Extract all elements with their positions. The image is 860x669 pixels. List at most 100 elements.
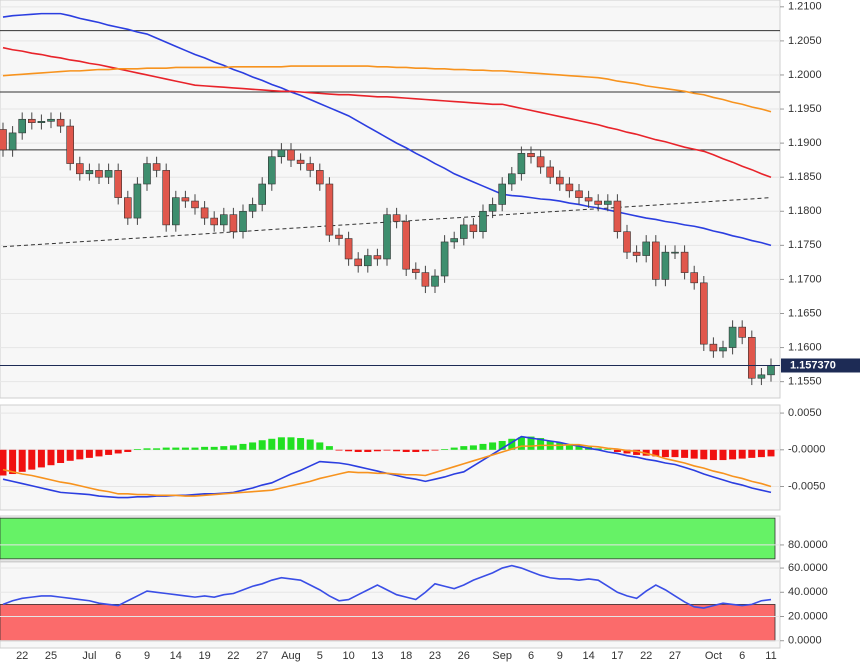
y-tick-label: 60.0000 bbox=[788, 562, 828, 574]
histogram-bar bbox=[479, 443, 487, 450]
histogram-bar bbox=[613, 449, 621, 452]
histogram-bar bbox=[565, 443, 573, 450]
x-tick-label: 26 bbox=[458, 650, 470, 662]
histogram-bar bbox=[661, 449, 669, 458]
histogram-bar bbox=[719, 449, 727, 461]
candle-body bbox=[296, 159, 305, 164]
histogram-bar bbox=[729, 449, 737, 460]
histogram-bar bbox=[316, 442, 324, 450]
candle-body bbox=[392, 214, 401, 222]
candle-body bbox=[632, 251, 641, 256]
candle-body bbox=[469, 224, 478, 233]
histogram-bar bbox=[508, 438, 516, 450]
histogram-bar bbox=[402, 449, 410, 452]
candle-body bbox=[152, 163, 161, 171]
x-tick-label: 13 bbox=[371, 650, 383, 662]
candle-body bbox=[440, 241, 449, 277]
y-tick-label: 1.1900 bbox=[788, 137, 822, 149]
candle-body bbox=[565, 183, 574, 192]
candle-body bbox=[507, 173, 516, 185]
histogram-bar bbox=[767, 449, 775, 457]
histogram-bar bbox=[153, 448, 161, 450]
x-tick-label: Jul bbox=[82, 650, 96, 662]
candle-body bbox=[527, 153, 535, 158]
macd-panel bbox=[0, 404, 781, 511]
histogram-bar bbox=[383, 449, 391, 451]
candle-body bbox=[210, 217, 218, 226]
histogram-bar bbox=[527, 436, 535, 450]
candle-body bbox=[162, 170, 170, 226]
x-tick-label: 22 bbox=[227, 650, 239, 662]
indicator-line bbox=[2, 46, 772, 178]
y-tick-label: 40.0000 bbox=[788, 586, 828, 598]
histogram-bar bbox=[306, 439, 314, 450]
candle-body bbox=[383, 214, 391, 260]
price-panel bbox=[0, 0, 781, 399]
x-tick-label: 6 bbox=[739, 650, 745, 662]
histogram-bar bbox=[748, 449, 756, 458]
candle-body bbox=[104, 170, 113, 178]
candle-body bbox=[421, 272, 430, 287]
candle-body bbox=[287, 149, 295, 161]
candle-body bbox=[8, 132, 17, 151]
y-tick-label: 1.1600 bbox=[788, 341, 822, 353]
histogram-bar bbox=[277, 437, 285, 450]
y-tick-label: 0.0000 bbox=[788, 635, 822, 647]
histogram-bar bbox=[325, 446, 333, 450]
histogram-bar bbox=[76, 449, 84, 460]
histogram-bar bbox=[258, 440, 266, 450]
histogram-bar bbox=[105, 449, 113, 455]
x-tick-label: 10 bbox=[342, 650, 354, 662]
candle-body bbox=[229, 214, 238, 233]
histogram-bar bbox=[690, 449, 698, 459]
candle-body bbox=[325, 183, 334, 236]
y-tick-label: 20.0000 bbox=[788, 610, 828, 622]
candle-body bbox=[747, 337, 756, 379]
candle-body bbox=[738, 326, 747, 338]
histogram-bar bbox=[268, 438, 276, 450]
histogram-bar bbox=[431, 449, 439, 451]
candle-body bbox=[306, 163, 315, 171]
candle-body bbox=[133, 183, 142, 219]
indicator-line bbox=[2, 564, 772, 609]
histogram-bar bbox=[9, 449, 17, 475]
histogram-bar bbox=[210, 446, 218, 450]
histogram-bar bbox=[757, 449, 765, 458]
candle-body bbox=[450, 238, 459, 243]
histogram-bar bbox=[18, 449, 26, 472]
x-tick-label: 6 bbox=[528, 650, 534, 662]
candle-body bbox=[431, 275, 439, 287]
y-tick-label: 80.0000 bbox=[788, 539, 828, 551]
x-tick-label: 27 bbox=[669, 650, 681, 662]
candle-body bbox=[315, 170, 324, 185]
x-tick-label: Aug bbox=[281, 650, 301, 662]
candle-body bbox=[479, 210, 487, 233]
candle-body bbox=[114, 170, 122, 198]
candle-body bbox=[555, 176, 564, 185]
histogram-bar bbox=[412, 449, 420, 452]
candle-body bbox=[0, 129, 7, 151]
histogram-bar bbox=[700, 449, 708, 460]
y-tick-label: 1.1700 bbox=[788, 273, 822, 285]
zone-band bbox=[0, 517, 776, 560]
y-tick-label: 1.1850 bbox=[788, 171, 822, 183]
x-tick-label: 22 bbox=[16, 650, 28, 662]
candle-body bbox=[220, 214, 228, 226]
histogram-bar bbox=[354, 449, 362, 452]
histogram-bar bbox=[181, 447, 189, 450]
histogram-bar bbox=[681, 449, 689, 458]
trend-line bbox=[2, 197, 772, 248]
histogram-bar bbox=[37, 449, 45, 468]
zone-band bbox=[0, 603, 776, 642]
candle-body bbox=[719, 347, 727, 352]
histogram-bar bbox=[498, 440, 506, 450]
candle-body bbox=[517, 153, 526, 175]
y-tick-label: 0.0050 bbox=[788, 407, 822, 419]
candle-body bbox=[603, 200, 612, 205]
x-tick-label: 6 bbox=[115, 650, 121, 662]
last-price-box bbox=[781, 358, 860, 373]
histogram-bar bbox=[393, 449, 401, 452]
candle-body bbox=[56, 118, 65, 127]
y-tick-label: 1.2000 bbox=[788, 69, 822, 81]
